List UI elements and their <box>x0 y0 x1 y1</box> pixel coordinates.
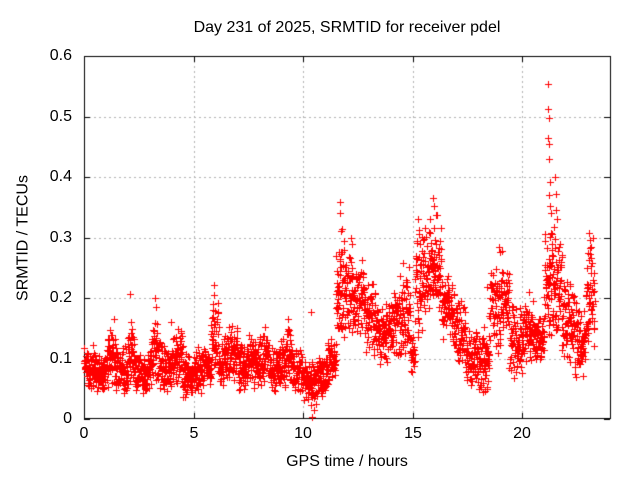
y-tick-label: 0.5 <box>49 108 72 125</box>
y-tick-label: 0.1 <box>49 350 72 367</box>
x-tick-label: 5 <box>189 425 199 442</box>
y-tick-label: 0.6 <box>49 47 72 64</box>
y-tick-label: 0.2 <box>49 289 72 306</box>
x-tick-label: 15 <box>404 425 422 442</box>
chart-title: Day 231 of 2025, SRMTID for receiver pde… <box>193 19 501 36</box>
x-tick-label: 20 <box>513 425 531 442</box>
y-tick-label: 0.3 <box>49 229 72 246</box>
y-tick-label: 0 <box>63 410 72 427</box>
y-tick-label: 0.4 <box>49 168 72 185</box>
x-tick-label: 0 <box>79 425 89 442</box>
x-axis-label: GPS time / hours <box>286 453 408 470</box>
x-tick-label: 10 <box>294 425 312 442</box>
